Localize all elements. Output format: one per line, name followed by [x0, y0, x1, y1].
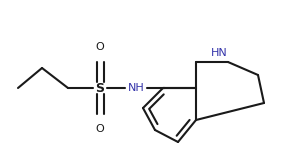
- Text: HN: HN: [210, 48, 227, 58]
- Text: NH: NH: [128, 83, 144, 93]
- Text: S: S: [96, 81, 104, 95]
- Text: O: O: [96, 124, 104, 134]
- Text: O: O: [96, 42, 104, 52]
